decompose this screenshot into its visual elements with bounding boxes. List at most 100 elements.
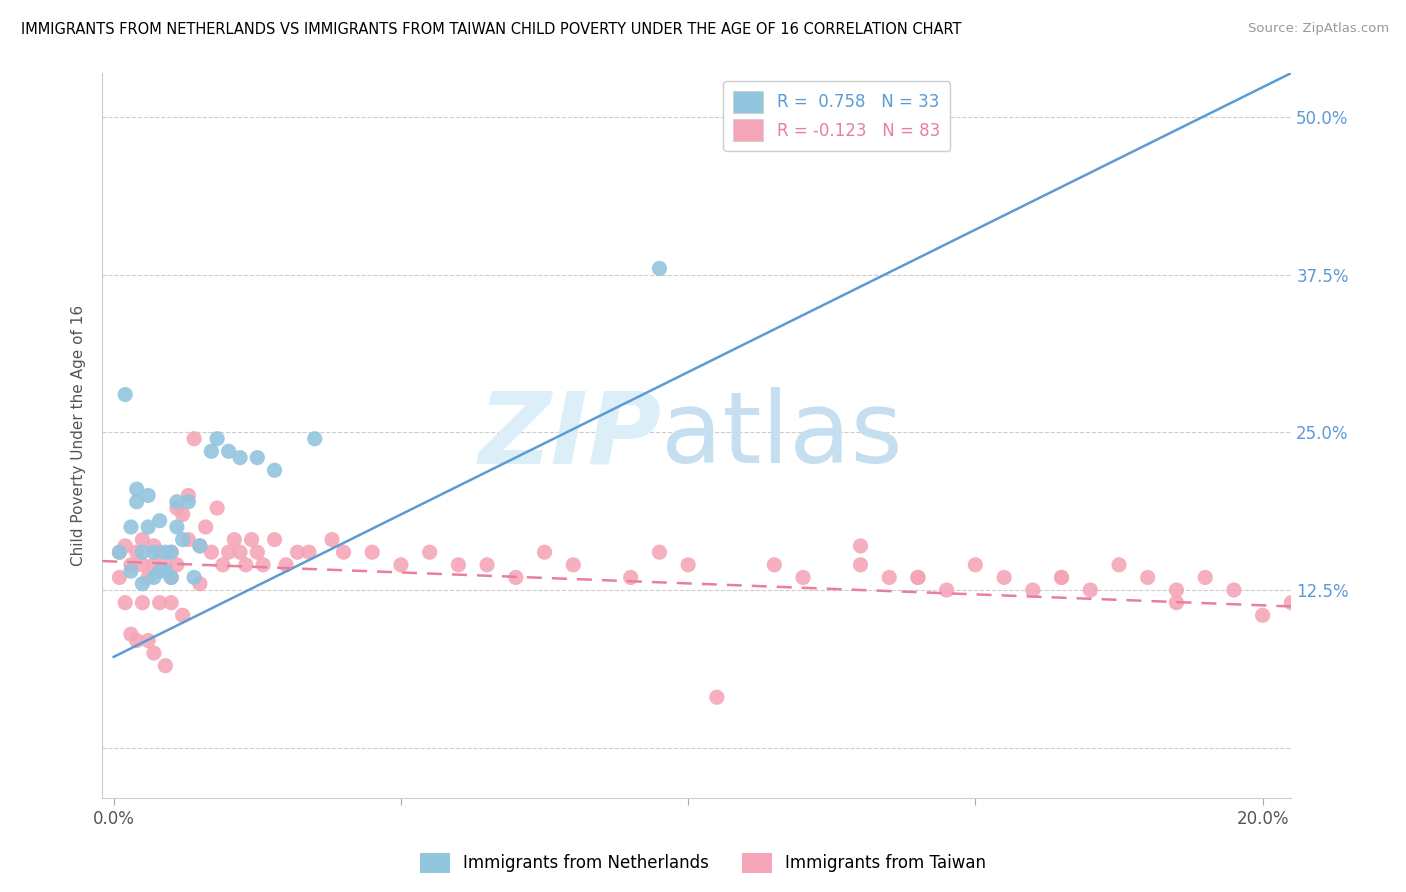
Point bbox=[907, 570, 929, 584]
Legend: Immigrants from Netherlands, Immigrants from Taiwan: Immigrants from Netherlands, Immigrants … bbox=[413, 847, 993, 880]
Point bbox=[125, 495, 148, 509]
Point bbox=[160, 545, 183, 559]
Point bbox=[240, 533, 263, 547]
Point bbox=[648, 261, 671, 276]
Point bbox=[136, 633, 159, 648]
Y-axis label: Child Poverty Under the Age of 16: Child Poverty Under the Age of 16 bbox=[72, 305, 86, 566]
Point bbox=[160, 596, 183, 610]
Point bbox=[200, 545, 222, 559]
Point bbox=[120, 558, 142, 572]
Point bbox=[108, 545, 131, 559]
Text: atlas: atlas bbox=[661, 387, 903, 484]
Point bbox=[160, 570, 183, 584]
Point bbox=[183, 570, 205, 584]
Point bbox=[1279, 596, 1302, 610]
Point bbox=[533, 545, 555, 559]
Point bbox=[298, 545, 321, 559]
Point bbox=[188, 576, 211, 591]
Point bbox=[142, 558, 165, 572]
Point bbox=[706, 690, 728, 705]
Point bbox=[475, 558, 498, 572]
Point bbox=[149, 514, 172, 528]
Point bbox=[304, 432, 326, 446]
Point bbox=[172, 608, 194, 623]
Point bbox=[172, 533, 194, 547]
Point bbox=[321, 533, 343, 547]
Point bbox=[648, 545, 671, 559]
Point bbox=[1022, 582, 1045, 597]
Point bbox=[1050, 570, 1073, 584]
Point bbox=[108, 545, 131, 559]
Point bbox=[361, 545, 384, 559]
Point bbox=[849, 539, 872, 553]
Point bbox=[166, 501, 188, 516]
Point bbox=[131, 533, 153, 547]
Point bbox=[218, 545, 240, 559]
Point bbox=[1194, 570, 1216, 584]
Point bbox=[166, 558, 188, 572]
Point bbox=[172, 508, 194, 522]
Point bbox=[166, 495, 188, 509]
Point bbox=[419, 545, 441, 559]
Point bbox=[142, 539, 165, 553]
Point bbox=[263, 533, 285, 547]
Point bbox=[136, 520, 159, 534]
Point bbox=[142, 646, 165, 660]
Point bbox=[114, 387, 136, 401]
Point bbox=[965, 558, 987, 572]
Point bbox=[120, 564, 142, 578]
Text: ZIP: ZIP bbox=[478, 387, 661, 484]
Point bbox=[155, 564, 177, 578]
Point bbox=[935, 582, 957, 597]
Point bbox=[160, 545, 183, 559]
Point bbox=[120, 627, 142, 641]
Point bbox=[849, 558, 872, 572]
Point bbox=[136, 570, 159, 584]
Point bbox=[114, 596, 136, 610]
Point bbox=[108, 570, 131, 584]
Point bbox=[155, 558, 177, 572]
Point bbox=[205, 432, 228, 446]
Point bbox=[389, 558, 412, 572]
Point bbox=[131, 596, 153, 610]
Point bbox=[200, 444, 222, 458]
Point bbox=[246, 450, 269, 465]
Point bbox=[1050, 570, 1073, 584]
Point bbox=[1136, 570, 1159, 584]
Point bbox=[1223, 582, 1246, 597]
Point bbox=[120, 520, 142, 534]
Point bbox=[229, 545, 252, 559]
Legend: R =  0.758   N = 33, R = -0.123   N = 83: R = 0.758 N = 33, R = -0.123 N = 83 bbox=[724, 81, 950, 151]
Point bbox=[676, 558, 699, 572]
Point bbox=[274, 558, 297, 572]
Text: Source: ZipAtlas.com: Source: ZipAtlas.com bbox=[1249, 22, 1389, 36]
Point bbox=[1251, 608, 1274, 623]
Text: IMMIGRANTS FROM NETHERLANDS VS IMMIGRANTS FROM TAIWAN CHILD POVERTY UNDER THE AG: IMMIGRANTS FROM NETHERLANDS VS IMMIGRANT… bbox=[21, 22, 962, 37]
Point bbox=[194, 520, 217, 534]
Point bbox=[252, 558, 274, 572]
Point bbox=[620, 570, 643, 584]
Point bbox=[125, 545, 148, 559]
Point bbox=[131, 576, 153, 591]
Point bbox=[1166, 596, 1188, 610]
Point bbox=[149, 596, 172, 610]
Point bbox=[229, 450, 252, 465]
Point bbox=[907, 570, 929, 584]
Point bbox=[155, 658, 177, 673]
Point bbox=[763, 558, 786, 572]
Point bbox=[263, 463, 285, 477]
Point bbox=[188, 539, 211, 553]
Point bbox=[1166, 582, 1188, 597]
Point bbox=[877, 570, 900, 584]
Point bbox=[166, 520, 188, 534]
Point bbox=[1108, 558, 1130, 572]
Point bbox=[131, 558, 153, 572]
Point bbox=[177, 495, 200, 509]
Point bbox=[177, 488, 200, 502]
Point bbox=[188, 539, 211, 553]
Point bbox=[993, 570, 1015, 584]
Point bbox=[155, 545, 177, 559]
Point bbox=[114, 539, 136, 553]
Point bbox=[125, 633, 148, 648]
Point bbox=[149, 545, 172, 559]
